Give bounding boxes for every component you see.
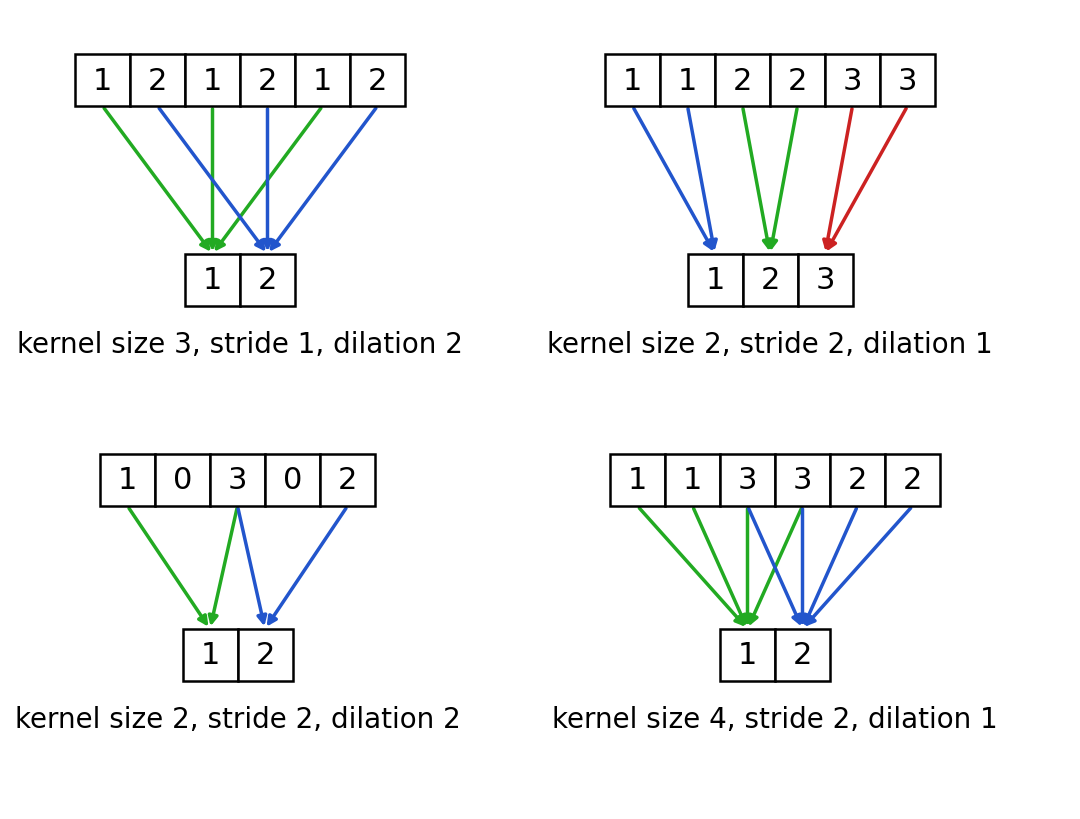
Text: 1: 1 <box>200 640 219 670</box>
Bar <box>660 55 715 106</box>
Bar <box>100 455 156 506</box>
Bar <box>775 455 831 506</box>
Bar <box>320 455 375 506</box>
Bar <box>210 455 265 506</box>
Text: 1: 1 <box>623 66 643 95</box>
Text: kernel size 3, stride 1, dilation 2: kernel size 3, stride 1, dilation 2 <box>17 331 463 359</box>
Text: kernel size 2, stride 2, dilation 2: kernel size 2, stride 2, dilation 2 <box>15 705 460 733</box>
Text: 2: 2 <box>368 66 388 95</box>
Bar <box>720 455 775 506</box>
Text: kernel size 4, stride 2, dilation 1: kernel size 4, stride 2, dilation 1 <box>552 705 998 733</box>
Text: 2: 2 <box>258 66 278 95</box>
Text: 3: 3 <box>842 66 862 95</box>
Bar <box>130 55 185 106</box>
Text: 3: 3 <box>815 266 835 295</box>
Bar <box>715 55 770 106</box>
Bar <box>350 55 405 106</box>
Bar <box>240 55 295 106</box>
Bar <box>688 255 743 306</box>
Text: 1: 1 <box>93 66 112 95</box>
Bar <box>743 255 797 306</box>
Text: kernel size 2, stride 2, dilation 1: kernel size 2, stride 2, dilation 1 <box>548 331 993 359</box>
Text: 1: 1 <box>738 640 757 670</box>
Text: 2: 2 <box>793 640 812 670</box>
Text: 3: 3 <box>897 66 917 95</box>
Bar <box>605 55 660 106</box>
Text: 2: 2 <box>148 66 167 95</box>
Text: 1: 1 <box>203 266 222 295</box>
Text: 2: 2 <box>848 466 867 495</box>
Bar <box>825 55 880 106</box>
Bar <box>770 55 825 106</box>
Text: 1: 1 <box>203 66 222 95</box>
Bar <box>75 55 130 106</box>
Text: 1: 1 <box>627 466 647 495</box>
Text: 2: 2 <box>255 640 274 670</box>
Bar <box>183 629 238 681</box>
Text: 0: 0 <box>173 466 192 495</box>
Text: 3: 3 <box>228 466 247 495</box>
Text: 2: 2 <box>760 266 780 295</box>
Text: 2: 2 <box>787 66 807 95</box>
Text: 1: 1 <box>683 466 702 495</box>
Bar <box>885 455 940 506</box>
Text: 2: 2 <box>338 466 357 495</box>
Bar <box>831 455 885 506</box>
Bar <box>240 255 295 306</box>
Text: 2: 2 <box>258 266 278 295</box>
Text: 1: 1 <box>678 66 698 95</box>
Bar <box>797 255 852 306</box>
Bar <box>610 455 665 506</box>
Bar <box>265 455 320 506</box>
Text: 3: 3 <box>738 466 757 495</box>
Text: 2: 2 <box>903 466 922 495</box>
Bar <box>665 455 720 506</box>
Bar <box>156 455 210 506</box>
Text: 2: 2 <box>733 66 752 95</box>
Bar <box>880 55 935 106</box>
Text: 0: 0 <box>283 466 302 495</box>
Text: 1: 1 <box>118 466 137 495</box>
Bar <box>185 55 240 106</box>
Bar <box>720 629 775 681</box>
Bar <box>295 55 350 106</box>
Text: 1: 1 <box>705 266 725 295</box>
Text: 1: 1 <box>313 66 333 95</box>
Bar <box>238 629 293 681</box>
Bar <box>185 255 240 306</box>
Bar <box>775 629 831 681</box>
Text: 3: 3 <box>793 466 812 495</box>
